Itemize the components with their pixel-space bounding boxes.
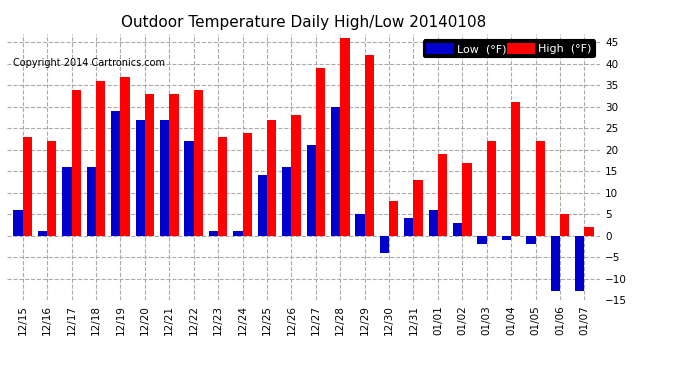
- Legend: Low  (°F), High  (°F): Low (°F), High (°F): [423, 39, 595, 57]
- Title: Outdoor Temperature Daily High/Low 20140108: Outdoor Temperature Daily High/Low 20140…: [121, 15, 486, 30]
- Bar: [316, 68, 325, 236]
- Bar: [121, 77, 130, 236]
- Bar: [380, 236, 389, 253]
- Bar: [209, 231, 218, 236]
- Bar: [62, 167, 72, 236]
- Bar: [194, 90, 203, 236]
- Bar: [535, 141, 545, 236]
- Bar: [218, 137, 228, 236]
- Bar: [331, 107, 340, 236]
- Bar: [477, 236, 486, 244]
- Bar: [111, 111, 121, 236]
- Bar: [96, 81, 106, 236]
- Bar: [355, 214, 364, 236]
- Bar: [404, 218, 413, 236]
- Bar: [575, 236, 584, 291]
- Bar: [87, 167, 96, 236]
- Bar: [453, 223, 462, 236]
- Bar: [340, 38, 350, 236]
- Bar: [389, 201, 398, 236]
- Bar: [257, 176, 267, 236]
- Bar: [72, 90, 81, 236]
- Bar: [38, 231, 47, 236]
- Bar: [160, 120, 169, 236]
- Bar: [136, 120, 145, 236]
- Bar: [413, 180, 423, 236]
- Bar: [306, 146, 316, 236]
- Bar: [486, 141, 496, 236]
- Bar: [428, 210, 438, 236]
- Bar: [560, 214, 569, 236]
- Text: Copyright 2014 Cartronics.com: Copyright 2014 Cartronics.com: [13, 58, 165, 68]
- Bar: [502, 236, 511, 240]
- Bar: [23, 137, 32, 236]
- Bar: [233, 231, 243, 236]
- Bar: [169, 94, 179, 236]
- Bar: [184, 141, 194, 236]
- Bar: [462, 163, 471, 236]
- Bar: [145, 94, 154, 236]
- Bar: [47, 141, 57, 236]
- Bar: [438, 154, 447, 236]
- Bar: [267, 120, 276, 236]
- Bar: [526, 236, 535, 244]
- Bar: [364, 55, 374, 236]
- Bar: [584, 227, 593, 236]
- Bar: [511, 102, 520, 236]
- Bar: [243, 132, 252, 236]
- Bar: [551, 236, 560, 291]
- Bar: [291, 116, 301, 236]
- Bar: [282, 167, 291, 236]
- Bar: [14, 210, 23, 236]
